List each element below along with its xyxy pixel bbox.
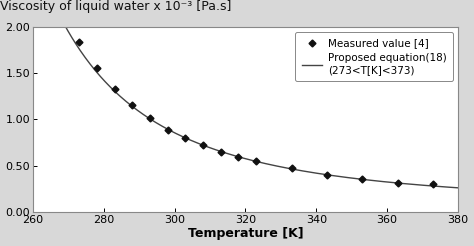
Line: Measured value [4]: Measured value [4] xyxy=(77,39,436,186)
Measured value [4] xyxy=(395,181,401,184)
Measured value [4] xyxy=(76,40,82,43)
Proposed equation(18)
(273<T[K]<373) xyxy=(445,186,451,189)
Measured value [4] xyxy=(430,183,436,185)
Measured value [4] xyxy=(200,144,206,147)
Measured value [4] xyxy=(94,67,100,70)
X-axis label: Temperature [K]: Temperature [K] xyxy=(188,228,303,240)
Proposed equation(18)
(273<T[K]<373) xyxy=(265,163,271,166)
Measured value [4] xyxy=(112,87,118,90)
Measured value [4] xyxy=(236,156,241,159)
Measured value [4] xyxy=(147,117,153,120)
Measured value [4] xyxy=(289,167,294,170)
Measured value [4] xyxy=(218,150,224,153)
Measured value [4] xyxy=(129,103,135,106)
Measured value [4] xyxy=(324,173,330,176)
Proposed equation(18)
(273<T[K]<373) xyxy=(240,156,246,159)
Measured value [4] xyxy=(182,136,188,139)
Line: Proposed equation(18)
(273<T[K]<373): Proposed equation(18) (273<T[K]<373) xyxy=(44,0,458,188)
Legend: Measured value [4], Proposed equation(18)
(273<T[K]<373): Measured value [4], Proposed equation(18… xyxy=(295,32,453,81)
Text: Viscosity of liquid water x 10⁻³ [Pa.s]: Viscosity of liquid water x 10⁻³ [Pa.s] xyxy=(0,0,231,13)
Measured value [4] xyxy=(359,178,365,181)
Measured value [4] xyxy=(165,128,171,131)
Proposed equation(18)
(273<T[K]<373) xyxy=(380,180,386,183)
Proposed equation(18)
(273<T[K]<373) xyxy=(237,156,243,159)
Measured value [4] xyxy=(253,159,259,162)
Proposed equation(18)
(273<T[K]<373) xyxy=(287,167,293,170)
Proposed equation(18)
(273<T[K]<373) xyxy=(455,186,461,189)
